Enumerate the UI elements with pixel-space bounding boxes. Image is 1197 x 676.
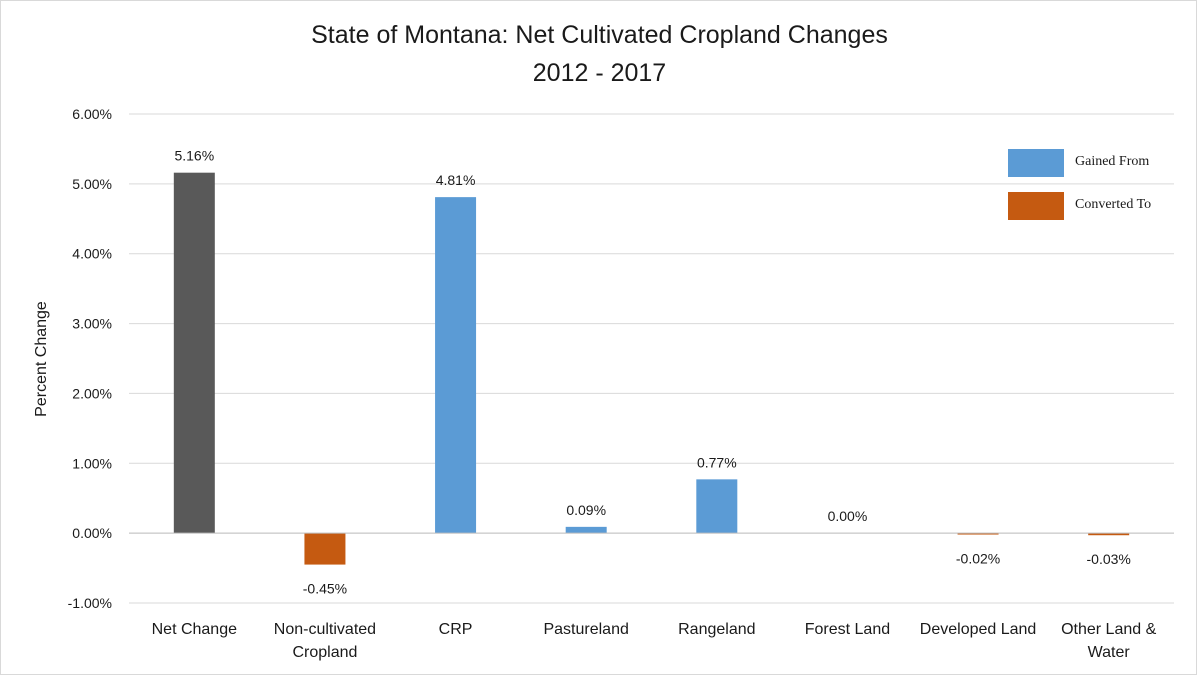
y-tick-label: 3.00% [72,316,112,332]
legend-swatch-gained [1008,149,1064,177]
x-tick-label: Non-cultivated [274,621,376,638]
y-tick-label: 5.00% [72,176,112,192]
bar [173,172,215,534]
y-tick-label: 2.00% [72,385,112,401]
y-tick-label: 0.00% [72,525,112,541]
x-tick-label: Developed Land [920,621,1037,638]
y-tick-label: 1.00% [72,455,112,471]
legend-swatch-converted [1008,192,1064,220]
chart-subtitle: 2012 - 2017 [532,59,667,87]
x-tick-label: Other Land & [1061,621,1157,638]
bar [957,533,999,535]
data-label: -0.03% [1087,551,1131,567]
chart-title: State of Montana: Net Cultivated Croplan… [311,21,888,49]
y-tick-label: -1.00% [68,595,112,611]
bar [696,479,738,534]
x-tick-label: Forest Land [805,621,890,638]
legend-label-gained: Gained From [1075,154,1150,169]
y-tick-label: 4.00% [72,246,112,262]
x-tick-label: Rangeland [678,621,755,638]
data-label: 5.16% [174,148,214,164]
x-tick-label: Pastureland [543,621,628,638]
x-tick-label: Net Change [152,621,237,638]
data-label: -0.45% [303,581,347,597]
data-label: 0.09% [566,502,606,518]
x-tick-label: Water [1088,644,1131,661]
data-label: 0.77% [697,454,737,470]
data-label: 4.81% [436,172,476,188]
bar [1088,533,1130,536]
legend-label-converted: Converted To [1075,197,1152,212]
x-tick-label: Cropland [292,644,357,661]
bar [435,197,477,534]
x-tick-label: CRP [439,621,473,638]
bar [304,533,346,565]
data-label: -0.02% [956,551,1000,567]
data-label: 0.00% [828,508,868,524]
bar [565,526,607,534]
y-tick-label: 6.00% [72,106,112,122]
